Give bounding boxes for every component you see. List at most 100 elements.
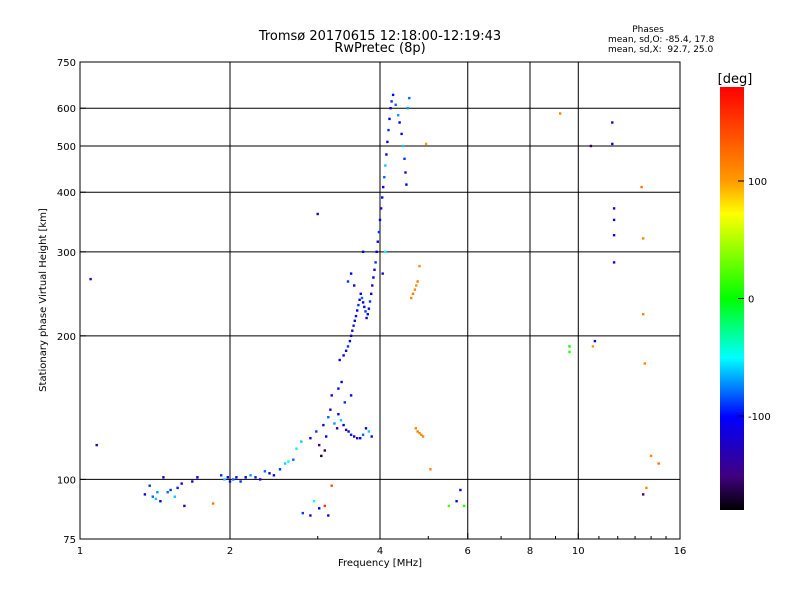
echo-point xyxy=(612,207,616,210)
echo-point xyxy=(568,350,571,354)
echo-point xyxy=(295,447,298,450)
echo-point xyxy=(330,394,333,397)
echo-point xyxy=(196,476,199,479)
echo-point xyxy=(327,416,330,419)
echo-point xyxy=(390,100,393,103)
colorbar-ticks: 100 0 -100 xyxy=(738,177,771,423)
echo-point xyxy=(159,500,162,503)
echo-point xyxy=(162,476,165,479)
echo-point xyxy=(386,140,389,144)
echo-point xyxy=(589,144,593,148)
echo-point xyxy=(338,358,341,362)
echo-point xyxy=(382,185,385,189)
echo-point xyxy=(180,482,183,485)
echo-point xyxy=(318,507,321,510)
echo-point xyxy=(359,437,362,440)
echo-point xyxy=(414,427,417,430)
chart-title: Tromsø 20170615 12:18:00-12:19:43 xyxy=(258,29,501,44)
echo-point xyxy=(370,292,373,295)
echo-point xyxy=(228,480,232,483)
echo-point xyxy=(301,511,304,515)
echo-point xyxy=(410,296,413,300)
echo-point xyxy=(346,345,350,348)
echo-point xyxy=(358,298,361,301)
echo-point xyxy=(352,324,355,327)
echo-point xyxy=(244,476,247,479)
echo-point xyxy=(374,261,377,264)
echo-point xyxy=(254,476,257,479)
echo-point xyxy=(320,454,323,458)
echo-point xyxy=(401,144,405,148)
echo-point xyxy=(645,486,648,490)
echo-point xyxy=(148,484,151,487)
echo-point xyxy=(568,345,571,348)
echo-point xyxy=(361,433,365,436)
echo-point xyxy=(640,185,643,189)
echo-point xyxy=(356,309,359,312)
echo-point xyxy=(381,196,384,199)
echo-point xyxy=(333,422,336,425)
echo-point xyxy=(349,334,353,337)
echo-point xyxy=(235,476,238,479)
echo-point xyxy=(559,112,562,115)
echo-point xyxy=(643,362,646,365)
echo-point xyxy=(649,454,653,458)
echo-point xyxy=(447,504,451,508)
y-axis-ticks: 75 100 200 300 400 500 600 750 xyxy=(57,58,86,546)
y-tick-label: 750 xyxy=(57,58,76,69)
echo-point xyxy=(292,458,295,461)
echo-point xyxy=(367,430,371,433)
echo-point xyxy=(342,423,345,427)
y-tick-label: 300 xyxy=(57,248,76,259)
echo-point xyxy=(657,462,660,465)
echo-point xyxy=(364,427,368,430)
echo-point xyxy=(403,157,406,160)
x-axis-label: Frequency [MHz] xyxy=(338,558,422,569)
echo-point xyxy=(421,435,425,438)
x-tick-label: 6 xyxy=(465,546,471,557)
echo-point xyxy=(612,218,616,222)
echo-point xyxy=(347,430,350,433)
phase-box-line-x: mean, sd,X: 92.7, 25.0 xyxy=(608,45,714,55)
x-tick-label: 16 xyxy=(674,546,687,557)
echo-point xyxy=(415,284,418,287)
echo-point xyxy=(278,468,282,471)
echo-point xyxy=(315,430,318,433)
chart-subtitle: RwPretec (8p) xyxy=(334,41,425,56)
echo-point xyxy=(385,153,388,156)
echo-point xyxy=(376,240,379,243)
y-axis-label: Stationary phase Virtual Height [km] xyxy=(38,208,49,392)
echo-point xyxy=(342,354,345,357)
echo-point xyxy=(370,435,373,438)
echo-point xyxy=(268,472,271,475)
echo-point xyxy=(361,250,365,253)
echo-point xyxy=(408,96,411,100)
colorbar-unit: [deg] xyxy=(718,72,753,87)
echo-point xyxy=(378,218,382,222)
echo-point xyxy=(173,495,176,498)
echo-point xyxy=(356,437,359,440)
echo-point xyxy=(612,234,616,237)
colorbar-tick-label: -100 xyxy=(748,412,771,423)
echo-point xyxy=(389,107,392,110)
echo-point xyxy=(351,329,354,332)
x-axis-ticks: 1 2 4 6 8 10 16 xyxy=(77,533,687,557)
echo-point xyxy=(383,176,386,179)
echo-point xyxy=(404,171,407,174)
echo-point xyxy=(416,430,419,433)
echo-point xyxy=(300,440,303,443)
echo-point xyxy=(381,272,384,275)
echo-point xyxy=(384,250,387,253)
echo-point xyxy=(375,250,378,253)
y-tick-label: 100 xyxy=(57,475,76,486)
echo-point xyxy=(340,380,343,384)
echo-point xyxy=(211,502,215,505)
y-tick-label: 400 xyxy=(57,188,76,199)
echo-point xyxy=(349,272,353,275)
echo-point xyxy=(373,268,376,271)
echo-point xyxy=(365,316,368,320)
echo-point xyxy=(418,264,421,268)
x-tick-label: 2 xyxy=(227,546,233,557)
echo-point xyxy=(323,504,326,508)
